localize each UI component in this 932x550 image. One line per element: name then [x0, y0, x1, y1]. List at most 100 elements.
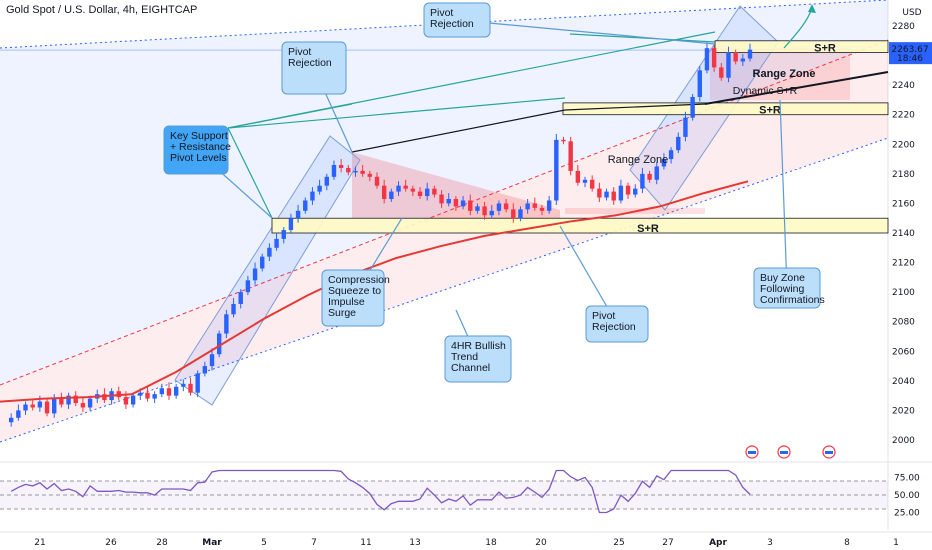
sr-label-3: S+R: [637, 223, 659, 235]
candle-body: [195, 373, 200, 393]
candle-body: [740, 58, 746, 62]
time-tick-11: 25: [613, 538, 624, 548]
time-tick-9: 18: [485, 538, 497, 548]
price-tick-2100: 2100: [892, 288, 915, 298]
compression-callout-line-3: Impulse: [328, 296, 365, 308]
candle-body: [575, 170, 581, 183]
pivot-rejection-left-callout-line-1: Pivot: [288, 46, 311, 58]
sr-label-2: S+R: [759, 105, 781, 117]
callout-line-3: [227, 103, 353, 129]
candle-body: [123, 397, 129, 405]
event-flag-3: [825, 451, 833, 454]
compression-callout: [321, 269, 385, 327]
candle-body: [661, 159, 667, 167]
channel-top-line: [0, 0, 889, 49]
candle-body: [410, 188, 416, 192]
price-tick-2160: 2160: [892, 199, 915, 209]
compression-callout-line-2: Squeeze to: [328, 285, 381, 297]
price-tick-2240: 2240: [892, 81, 915, 91]
candle-body: [525, 203, 530, 210]
candle-body: [654, 166, 659, 180]
price-tick-2280: 2280: [892, 22, 915, 32]
candle-body: [317, 185, 322, 192]
candle-body: [231, 303, 236, 315]
resistance-trendline: [351, 109, 566, 153]
buy-zone-callout-line-3: Confirmations: [760, 294, 825, 306]
candle-body: [138, 392, 143, 396]
moving-average-line: [0, 180, 749, 403]
candle-body: [224, 314, 229, 334]
time-tick-13: Apr: [709, 538, 727, 548]
candle-body: [295, 210, 301, 219]
last-price-value: 2263.67: [891, 45, 928, 55]
key-support-callout: [163, 125, 229, 175]
candle-body: [482, 206, 487, 216]
channel-callout-line-3: Channel: [451, 362, 490, 374]
rsi-tick-2: 50.00: [894, 491, 920, 501]
pivot-rejection-bottom-callout: [585, 305, 649, 343]
candle-body: [166, 388, 172, 396]
candle-body: [52, 398, 57, 414]
candle-body: [604, 191, 609, 198]
pivot-rejection-top-callout-pointer: [456, 19, 716, 45]
symbol-title: Gold Spot / U.S. Dollar, 4h, EIGHTCAP: [6, 4, 198, 16]
callout-line-4: [227, 127, 273, 219]
buy-zone-callout-line-2: Following: [760, 283, 805, 295]
sr-label-1: S+R: [814, 43, 836, 55]
candle-body: [726, 52, 731, 78]
price-axis-panel: [888, 0, 932, 550]
candle-body: [66, 395, 71, 405]
price-tick-2180: 2180: [892, 170, 915, 180]
candle-body: [618, 185, 624, 201]
compression-callout-line-1: Compression: [328, 274, 390, 286]
candle-body: [23, 404, 28, 411]
candle-body: [403, 185, 408, 189]
candle-body: [260, 256, 265, 269]
candle-body: [425, 188, 430, 197]
compression-callout-line-4: Surge: [328, 307, 356, 319]
candle-body: [44, 401, 50, 414]
candle-body: [80, 403, 86, 408]
candle-body: [589, 179, 595, 189]
candle-body: [281, 230, 286, 239]
price-tick-2020: 2020: [892, 406, 915, 416]
pivot-rejection-bottom-callout-line-2: Rejection: [592, 321, 636, 333]
channel-callout-line-1: 4HR Bullish: [451, 340, 506, 352]
candle-body: [668, 150, 674, 160]
candle-body: [539, 207, 545, 211]
buy-zone-callout-line-1: Buy Zone: [760, 272, 805, 284]
candle-body: [181, 383, 186, 387]
sr-level-2: [562, 102, 889, 116]
candle-body: [209, 354, 215, 367]
candle-body: [159, 388, 165, 395]
candle-body: [59, 398, 64, 405]
candle-body: [647, 173, 652, 180]
candle-body: [16, 410, 21, 418]
candle-body: [446, 198, 451, 204]
currency-label: USD: [902, 8, 921, 18]
key-support-callout-line-1: Key Support: [170, 130, 228, 142]
channel-bottom-line: [0, 137, 889, 443]
time-tick-7: 11: [360, 538, 371, 548]
candle-body: [439, 194, 444, 204]
price-tick-2080: 2080: [892, 318, 915, 328]
candle-body: [468, 200, 473, 211]
pivot-rejection-top-callout: [423, 2, 491, 38]
candle-body: [389, 191, 394, 199]
candle-body: [640, 173, 645, 189]
last-price-countdown: 18:46: [897, 54, 923, 64]
candle-body: [245, 280, 251, 293]
candle-body: [37, 401, 43, 408]
candle-body: [676, 136, 681, 151]
candle-body: [381, 185, 387, 199]
pivot-rejection-top-callout-line-2: Rejection: [430, 18, 474, 30]
last-price-box: [889, 42, 932, 65]
candle-body: [697, 70, 702, 97]
key-support-callout-line-3: Pivot Levels: [170, 152, 227, 164]
rsi-tick-1: 75.00: [894, 474, 920, 484]
candle-body: [711, 48, 717, 68]
candle-body: [274, 238, 279, 248]
time-tick-12: 27: [662, 538, 673, 548]
pivot-rejection-bottom-callout-line-1: Pivot: [592, 310, 615, 322]
